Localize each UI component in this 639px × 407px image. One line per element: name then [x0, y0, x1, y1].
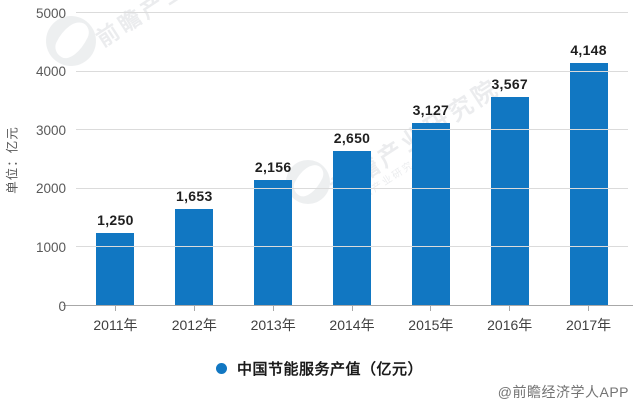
x-axis-labels: 2011年 2012年 2013年 2014年 2015年 2016年 2017年: [76, 306, 628, 335]
x-tick-label: 2014年: [329, 317, 375, 333]
bar-value-label: 3,127: [412, 101, 450, 118]
bar: [411, 122, 450, 306]
bar-value-label: 1,250: [97, 211, 134, 228]
x-cell: 2012年: [155, 306, 234, 335]
y-tick-label: 1000: [35, 239, 66, 255]
plot-area: 1,250 1,653 2,156 2,650 3,127 3,567 4,148 0 100…: [36, 6, 633, 312]
bar-column: 3,567: [470, 13, 549, 306]
bar: [490, 96, 529, 306]
y-tick-label: 2000: [35, 181, 66, 197]
bar-value-label: 2,650: [333, 129, 371, 146]
bar: [175, 209, 214, 306]
legend-marker-dot: [215, 363, 227, 374]
bar: [96, 232, 135, 306]
gridline: [76, 187, 628, 189]
x-cell: 2017年: [549, 306, 628, 335]
bar-column: 4,148: [549, 13, 628, 306]
x-cell: 2016年: [470, 306, 549, 335]
x-axis-line: [63, 305, 633, 306]
x-tick-mark: [509, 306, 511, 311]
y-tick-label: 4000: [35, 63, 66, 79]
bar: [569, 62, 608, 306]
bar-value-label: 2,156: [254, 158, 292, 175]
bar-column: 2,650: [313, 13, 392, 306]
gridline: [76, 70, 628, 72]
y-axis-title: 单位：亿元: [5, 126, 20, 194]
x-tick-mark: [193, 306, 195, 311]
gridline: [76, 129, 628, 131]
x-tick-label: 2012年: [171, 317, 217, 333]
bar-value-label: 1,653: [176, 188, 213, 205]
legend-label: 中国节能服务产值（亿元）: [236, 361, 423, 378]
x-tick-label: 2016年: [487, 317, 533, 333]
x-tick-label: 2017年: [566, 317, 612, 333]
x-tick-mark: [430, 306, 432, 311]
gridline: [76, 246, 628, 248]
y-tick-label: 3000: [35, 122, 66, 138]
x-tick-label: 2013年: [250, 317, 296, 333]
x-cell: 2014年: [313, 306, 392, 335]
y-tick-label: 5000: [35, 5, 66, 21]
x-tick-mark: [351, 306, 353, 311]
x-tick-label: 2015年: [408, 317, 454, 333]
source-credit: @前瞻经济学人APP: [497, 384, 629, 400]
x-cell: 2011年: [76, 306, 155, 335]
y-tick-label: 0: [58, 298, 66, 314]
bar-series: 1,250 1,653 2,156 2,650 3,127 3,567 4,148: [76, 13, 628, 306]
x-cell: 2013年: [234, 306, 313, 335]
bar-column: 1,653: [155, 13, 234, 306]
bar-value-label: 4,148: [570, 41, 607, 58]
bar: [254, 179, 293, 306]
x-tick-mark: [114, 306, 116, 311]
x-tick-mark: [588, 306, 590, 311]
x-tick-label: 2011年: [93, 317, 138, 333]
bar-value-label: 3,567: [491, 75, 528, 92]
x-cell: 2015年: [391, 306, 470, 335]
bar: [333, 150, 371, 306]
x-tick-mark: [272, 306, 274, 311]
bar-column: 1,250: [76, 13, 155, 306]
gridline: [76, 12, 628, 13]
bar-column: 3,127: [391, 13, 470, 306]
legend: 中国节能服务产值（亿元）: [0, 358, 639, 379]
bar-column: 2,156: [234, 13, 313, 306]
